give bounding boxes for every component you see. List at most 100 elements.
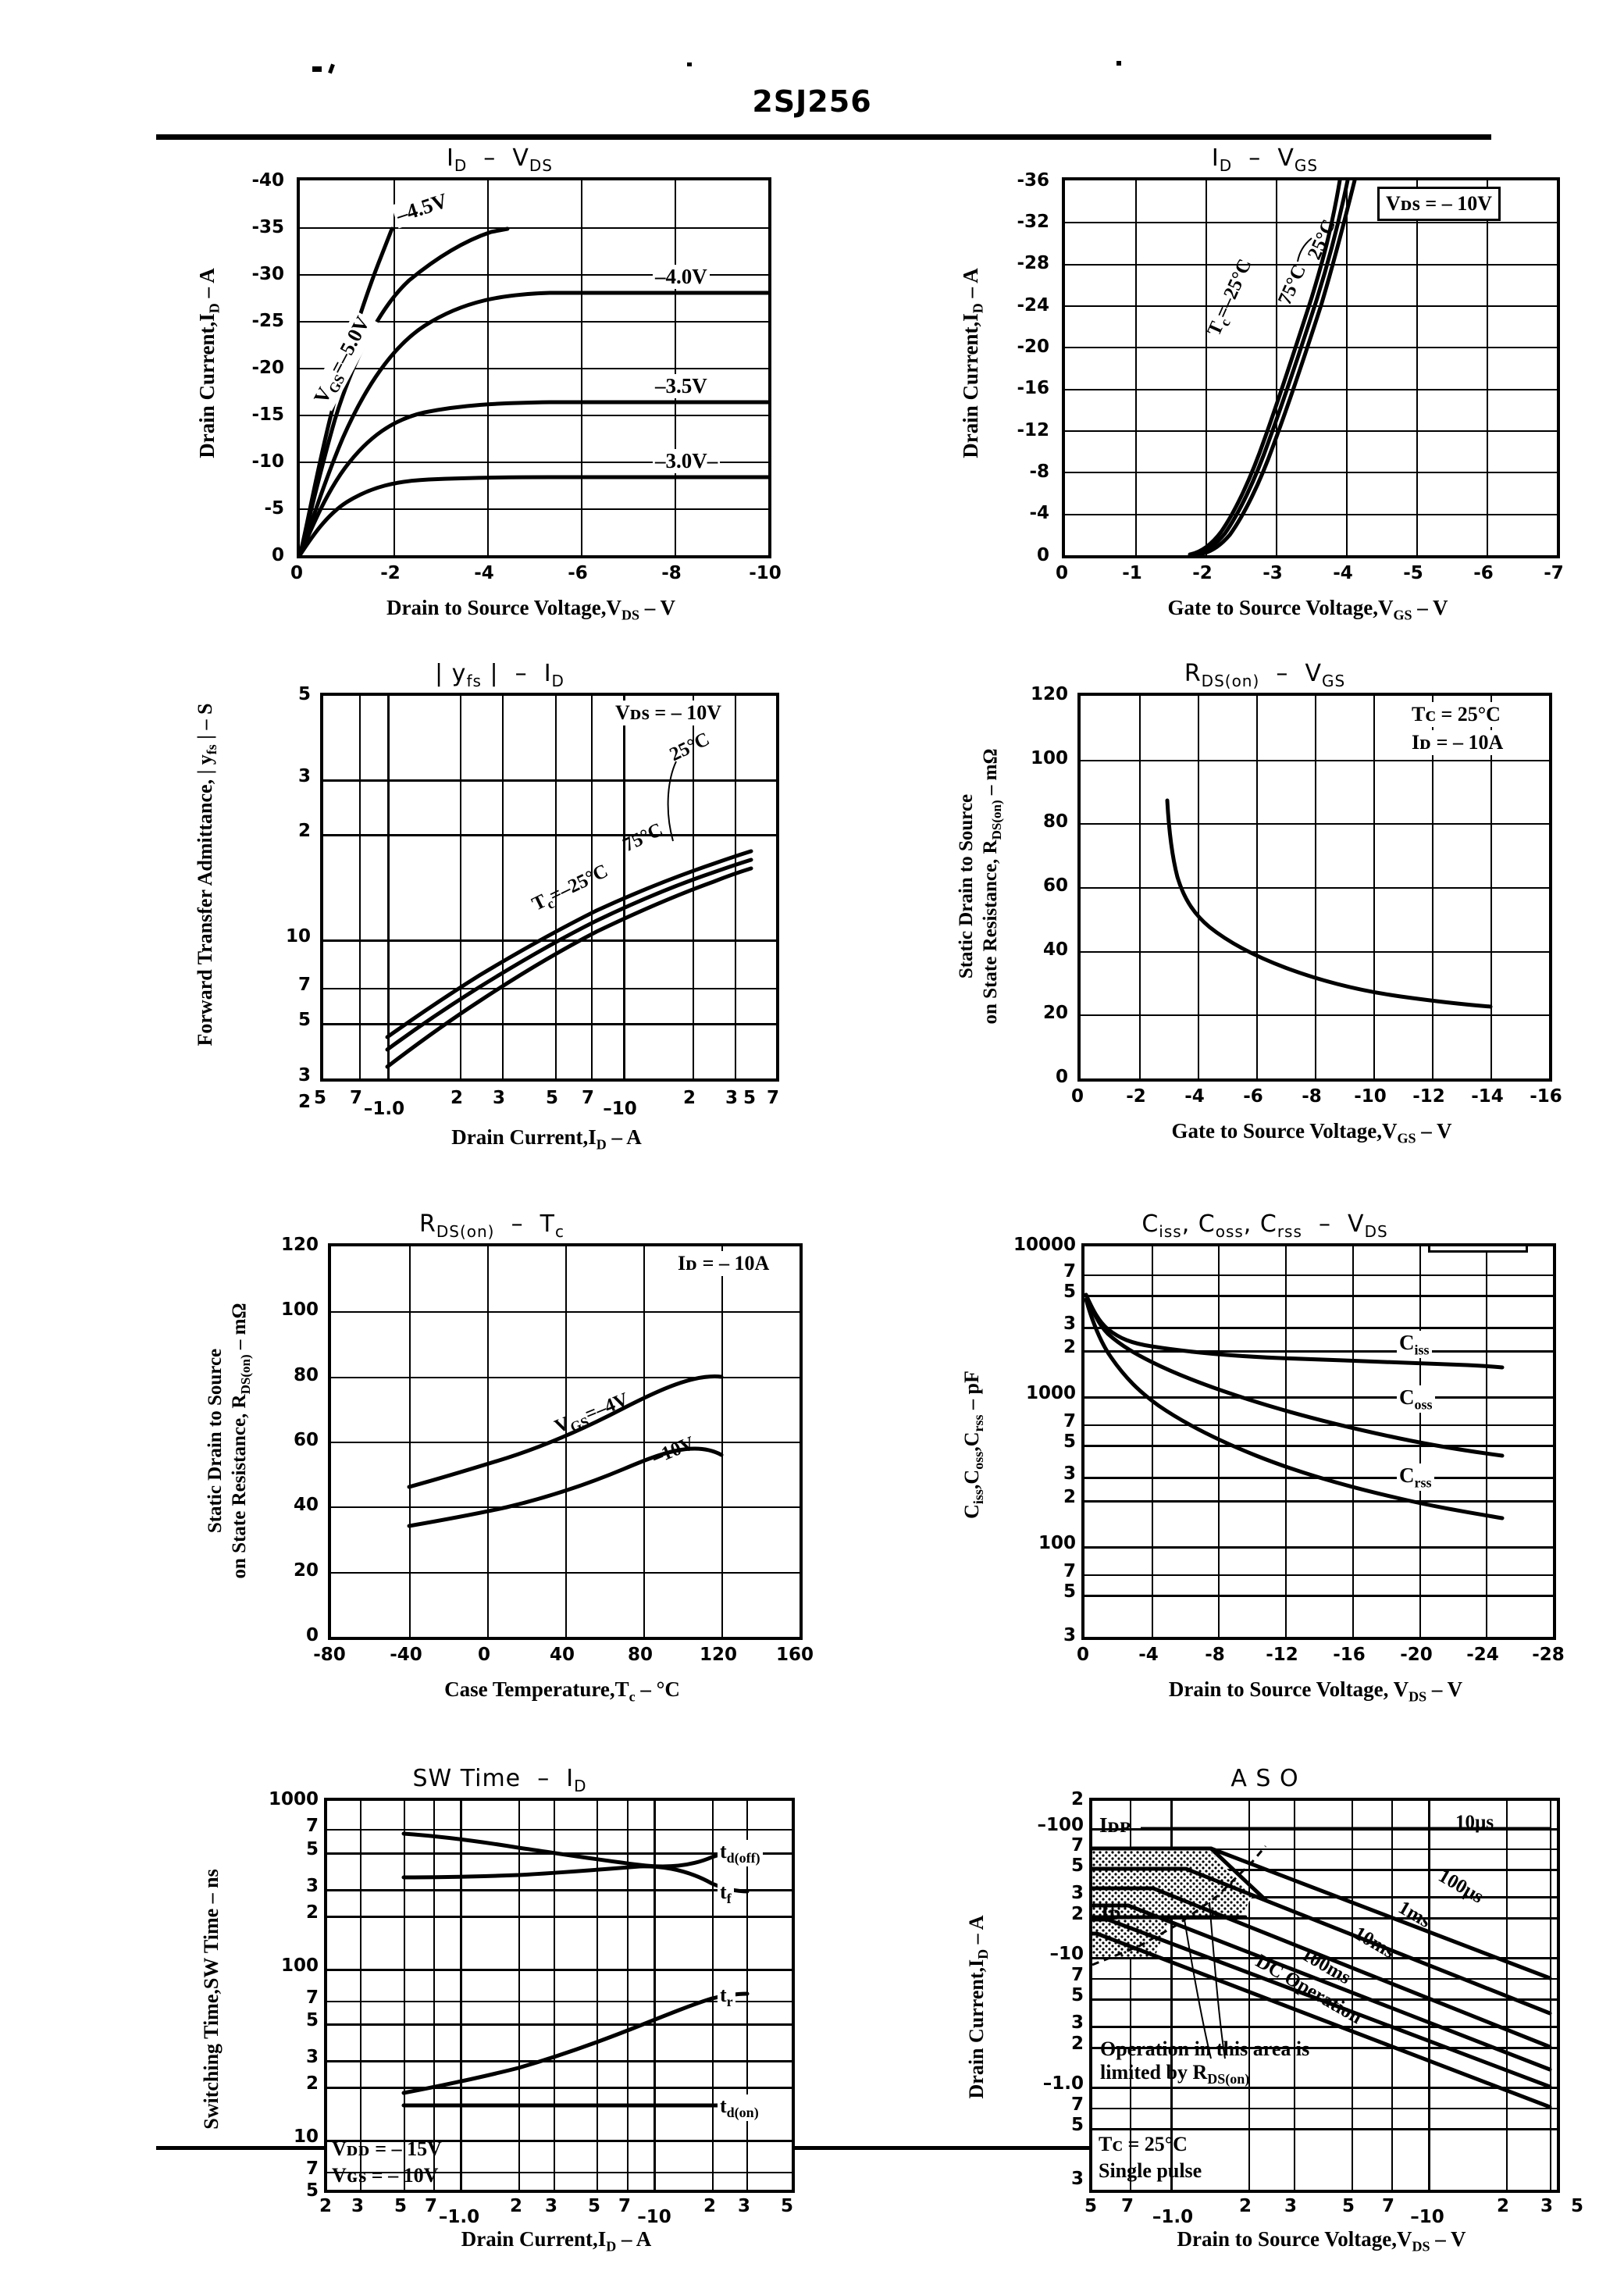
xtick: 40 xyxy=(549,1645,575,1665)
scan-speck xyxy=(328,63,335,74)
plot-area-aso: Iᴅᴘ Iᴅ 10µs 100µs 1ms 10ms 100ms DC Oper… xyxy=(1089,1798,1560,2193)
chart-title-c-vds: Ciss, Coss, Crss – VDS xyxy=(1141,1210,1388,1241)
ytick: 7 xyxy=(305,2159,319,2179)
xaxis-label-rds-tc: Case Temperature,Tc – °C xyxy=(444,1677,680,1705)
curves-c-vds xyxy=(1084,1292,1505,1520)
note-tc-rds-vgs: Tᴄ = 25°C xyxy=(1409,702,1504,727)
ytick: -5 xyxy=(264,498,284,519)
ytick: -30 xyxy=(251,264,284,284)
ytick: 2 xyxy=(297,821,311,841)
ytick: 2 xyxy=(305,2073,319,2094)
ytick: 5 xyxy=(297,684,311,704)
xtick: -12 xyxy=(1412,1086,1445,1107)
chart-sw-time: SW Time – ID xyxy=(195,1765,812,2265)
ytick: 0 xyxy=(271,545,284,565)
curve-label-4p0v: –4.0V xyxy=(653,265,710,289)
ytick: 7 xyxy=(297,975,311,995)
ytick: 80 xyxy=(293,1365,319,1385)
xtick: 7 xyxy=(581,1088,595,1108)
curves-aso xyxy=(1092,1827,1552,2109)
page-title: 2SJ256 xyxy=(752,84,872,119)
xaxis-label-c-vds: Drain to Source Voltage, VDS – V xyxy=(1168,1677,1463,1705)
xtick: -4 xyxy=(1184,1086,1205,1107)
label-id: Iᴅ xyxy=(1101,1901,1122,1924)
xtick: -3 xyxy=(1263,563,1283,583)
ytick: -32 xyxy=(1017,212,1049,232)
xaxis-label-id-vgs: Gate to Source Voltage,VGS – V xyxy=(1167,596,1448,623)
xaxis-label-sw-time: Drain Current,ID – A xyxy=(461,2227,652,2255)
curves-sw-time xyxy=(401,1831,750,2108)
aso-annotation-line2: limited by RDS(on) xyxy=(1100,2061,1250,2087)
ytick: 7 xyxy=(1070,1835,1084,1856)
ytick: -35 xyxy=(251,217,284,237)
xtick: 0 xyxy=(1076,1645,1090,1665)
ytick: 5 xyxy=(305,2010,319,2030)
ytick: 100 xyxy=(1038,1533,1076,1553)
xtick: 2 xyxy=(509,2196,523,2216)
ytick: 5 xyxy=(305,1839,319,1859)
plot-area-id-vgs: Vᴅs = – 10V Tc=–25°C 25°C 75°C xyxy=(1062,177,1560,558)
ytick: 5 xyxy=(1063,1581,1076,1602)
xtick: -5 xyxy=(1403,563,1423,583)
curve-label-tdoff: td(off) xyxy=(718,1840,763,1867)
curve-label-crss: Crss xyxy=(1397,1463,1434,1492)
ytick: 5 xyxy=(305,2180,319,2201)
ytick: 2 xyxy=(1063,1337,1076,1357)
ytick: -12 xyxy=(1017,420,1049,440)
chart-rds-tc: RDS(on) – Tc Iᴅ = – 10A VGS=–4V –10V 120… xyxy=(195,1210,814,1741)
xtick: -16 xyxy=(1530,1086,1562,1107)
ytick: 10000 xyxy=(1013,1235,1076,1255)
xtick: -2 xyxy=(1126,1086,1146,1107)
xtick: –10 xyxy=(637,2207,671,2227)
xtick: 5 xyxy=(743,1088,757,1108)
plot-area-rds-vgs: Tᴄ = 25°C Iᴅ = – 10A xyxy=(1077,693,1552,1082)
ytick: 60 xyxy=(1042,875,1068,896)
ytick: 7 xyxy=(1063,1561,1076,1581)
ytick: -16 xyxy=(1017,378,1049,398)
ytick: 5 xyxy=(1063,1282,1076,1302)
ytick: 100 xyxy=(1030,748,1068,768)
chart-title-id-vgs: ID – VGS xyxy=(1211,144,1319,175)
xtick: -8 xyxy=(1205,1645,1225,1665)
plot-area-c-vds: f = 1MHz Ciss Coss Crss xyxy=(1081,1243,1556,1640)
xtick: 5 xyxy=(1570,2196,1584,2216)
xtick: –10 xyxy=(1410,2207,1444,2227)
curves-id-vgs xyxy=(1188,180,1357,555)
xtick: -40 xyxy=(390,1645,422,1665)
chart-yfs-id: | yfs | – ID xyxy=(194,660,796,1183)
xtick: 160 xyxy=(775,1645,814,1665)
xtick: -28 xyxy=(1532,1645,1565,1665)
ytick: 10 xyxy=(293,2126,319,2147)
xtick: -16 xyxy=(1333,1645,1366,1665)
curves-rds-vgs xyxy=(1165,798,1493,1009)
xtick: -2 xyxy=(380,563,401,583)
xtick: 5 xyxy=(545,1088,559,1108)
xtick: 2 xyxy=(319,2196,333,2216)
xtick: 3 xyxy=(725,1088,739,1108)
xtick: 7 xyxy=(618,2196,632,2216)
yaxis-label-id-vgs: Drain Current,ID – A xyxy=(959,268,986,458)
curve-label-ciss: Ciss xyxy=(1397,1331,1432,1359)
label-idp: Iᴅᴘ xyxy=(1099,1813,1131,1837)
ytick: 100 xyxy=(280,1299,319,1320)
ytick: 7 xyxy=(1063,1411,1076,1431)
ytick: 7 xyxy=(1070,2094,1084,2115)
ytick: 120 xyxy=(280,1235,319,1255)
plot-area-yfs-id: Vᴅs = – 10V Tc=–25°C 25°C 75°C xyxy=(320,693,779,1082)
xtick: 7 xyxy=(1120,2196,1134,2216)
ytick: 40 xyxy=(1042,939,1068,960)
xtick: -80 xyxy=(313,1645,346,1665)
chart-rds-vgs: RDS(on) – VGS Tᴄ = 25°C Iᴅ = – 10A 120 1… xyxy=(953,660,1562,1183)
ytick: –10 xyxy=(1049,1944,1084,1964)
chart-title-sw-time: SW Time – ID xyxy=(412,1765,587,1795)
plot-area-sw-time: td(off) tf tr td(on) Vᴅᴅ = – 15V Vɢs = –… xyxy=(324,1798,795,2193)
xtick: -12 xyxy=(1266,1645,1298,1665)
ytick: 3 xyxy=(1070,2169,1084,2189)
ytick: 5 xyxy=(1063,1431,1076,1452)
ytick: 2 xyxy=(1070,2034,1084,2054)
xtick: 7 xyxy=(1381,2196,1395,2216)
ytick: –100 xyxy=(1037,1815,1084,1835)
xtick: 5 xyxy=(1084,2196,1098,2216)
xtick: -10 xyxy=(1354,1086,1387,1107)
